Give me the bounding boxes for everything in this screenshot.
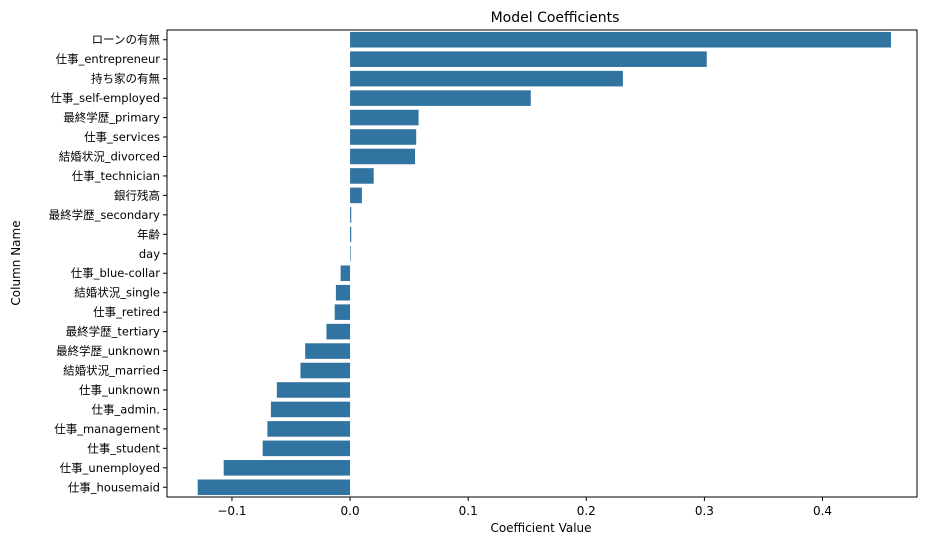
x-axis-label: Coefficient Value <box>490 521 591 535</box>
bars-group <box>197 31 892 496</box>
x-tick-label: 0.1 <box>459 504 478 518</box>
y-tick-label: 仕事_technician <box>72 169 160 183</box>
y-tick-label: 最終学歴_secondary <box>49 208 161 222</box>
x-tick-label: 0.4 <box>813 504 832 518</box>
y-tick-label: 仕事_admin. <box>92 402 160 416</box>
y-tick-label: 銀行残高 <box>114 188 160 202</box>
y-tick-label: ローンの有無 <box>92 33 161 47</box>
y-tick-label: 結婚状況_single <box>74 286 160 300</box>
bar <box>350 70 623 87</box>
y-tick-label: 仕事_entrepreneur <box>56 52 161 66</box>
bar <box>350 245 351 262</box>
y-tick-label: 仕事_blue-collar <box>71 266 161 280</box>
bar <box>340 265 351 282</box>
y-tick-label: 仕事_student <box>87 441 160 455</box>
bar <box>350 207 352 223</box>
y-tick-label: 仕事_services <box>84 130 160 144</box>
y-tick-label: 仕事_housemaid <box>68 480 160 494</box>
bar <box>350 109 419 126</box>
y-tick-label: 最終学歴_primary <box>63 111 160 125</box>
y-tick-label: 結婚状況_divorced <box>59 149 160 163</box>
y-tick-label: 持ち家の有無 <box>91 72 160 86</box>
plot-frame <box>166 29 918 498</box>
bar <box>270 401 351 418</box>
y-tick-label: 最終学歴_unknown <box>56 344 160 358</box>
bar <box>300 362 351 379</box>
x-axis: −0.1 0.0 0.1 0.2 0.3 0.4 <box>217 497 832 518</box>
y-tick-label: 仕事_retired <box>93 305 160 319</box>
x-tick-label: 0.2 <box>577 504 596 518</box>
bar <box>305 343 351 359</box>
bar <box>276 382 351 398</box>
x-tick-label: 0.0 <box>341 504 360 518</box>
y-tick-label: day <box>139 247 160 261</box>
y-tick-label: 年齢 <box>137 227 160 241</box>
y-tick-label: 仕事_unemployed <box>60 461 160 475</box>
bar <box>326 323 351 340</box>
bar <box>197 479 351 496</box>
y-tick-label: 仕事_self-employed <box>50 91 160 105</box>
bar <box>350 148 416 165</box>
bar <box>335 284 351 301</box>
bar <box>350 226 352 243</box>
x-tick-label: 0.3 <box>695 504 714 518</box>
y-tick-label: 仕事_unknown <box>79 383 160 397</box>
bar <box>350 31 892 48</box>
y-axis-label: Column Name <box>9 220 23 305</box>
bar <box>350 168 374 184</box>
x-tick-label: −0.1 <box>217 504 246 518</box>
bar <box>223 460 351 476</box>
bar <box>267 421 351 437</box>
bar <box>350 187 362 204</box>
y-tick-label: 結婚状況_married <box>63 364 160 378</box>
bar <box>350 90 531 106</box>
bar <box>262 440 351 457</box>
bar <box>334 304 351 320</box>
bar <box>350 51 707 67</box>
chart-title: Model Coefficients <box>491 10 620 26</box>
y-tick-label: 最終学歴_tertiary <box>66 325 161 339</box>
y-tick-label: 仕事_management <box>54 422 160 436</box>
bar <box>350 129 417 145</box>
